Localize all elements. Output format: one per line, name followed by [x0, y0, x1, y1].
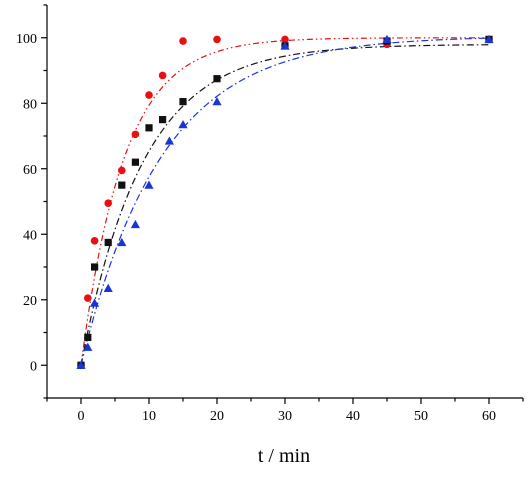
- fit-curve-1: [80, 37, 489, 366]
- x-tick-label: 60: [482, 409, 496, 424]
- tick-labels: 0 10 20 30 40 50 60 0 20 40 60 80 100: [16, 32, 496, 424]
- data-point-circle: [213, 35, 221, 44]
- data-point-triangle: [178, 119, 188, 129]
- fit-curves: [80, 37, 490, 366]
- data-point-circle: [104, 199, 112, 207]
- data-point-triangle: [76, 360, 86, 369]
- data-point-triangle: [382, 34, 392, 44]
- data-markers: [76, 34, 494, 370]
- y-tick-label: 0: [30, 359, 37, 374]
- y-tick-label: 60: [23, 163, 37, 178]
- data-point-triangle: [144, 180, 154, 189]
- y-tick-label: 40: [23, 228, 37, 243]
- x-tick-label: 30: [278, 409, 292, 424]
- data-point-circle: [145, 91, 153, 99]
- y-tick-label: 80: [23, 97, 37, 112]
- data-point-circle: [131, 130, 140, 139]
- data-point-circle: [158, 71, 167, 80]
- data-point-square: [159, 116, 167, 124]
- data-point-triangle: [164, 136, 174, 145]
- x-tick-label: 20: [210, 409, 224, 424]
- data-point-triangle: [117, 237, 127, 247]
- x-axis-title: t / min: [258, 445, 310, 467]
- data-point-triangle: [484, 34, 494, 44]
- data-point-circle: [84, 294, 92, 302]
- data-point-triangle: [90, 298, 100, 307]
- data-point-circle: [90, 237, 99, 245]
- fit-curve-3: [80, 37, 490, 366]
- data-point-triangle: [280, 41, 290, 50]
- data-point-square: [104, 238, 112, 247]
- axes: [41, 4, 524, 404]
- x-tick-label: 40: [346, 409, 360, 424]
- data-point-square: [131, 158, 139, 166]
- data-point-circle: [179, 37, 187, 45]
- y-tick-label: 100: [16, 32, 37, 47]
- data-point-square: [118, 181, 126, 189]
- data-point-circle: [118, 166, 126, 175]
- data-point-triangle: [83, 342, 93, 351]
- data-point-triangle: [103, 283, 113, 292]
- data-point-square: [213, 75, 221, 83]
- x-tick-label: 0: [78, 409, 85, 424]
- data-point-circle: [281, 35, 289, 44]
- y-tick-label: 20: [23, 294, 37, 309]
- data-point-square: [179, 98, 187, 106]
- data-point-square: [91, 263, 99, 271]
- data-point-square: [84, 333, 92, 342]
- data-point-square: [145, 124, 153, 132]
- x-tick-label: 50: [414, 409, 428, 424]
- data-point-triangle: [130, 219, 140, 229]
- x-tick-label: 10: [142, 409, 156, 424]
- fit-curve-2: [80, 44, 490, 366]
- data-point-triangle: [212, 97, 222, 106]
